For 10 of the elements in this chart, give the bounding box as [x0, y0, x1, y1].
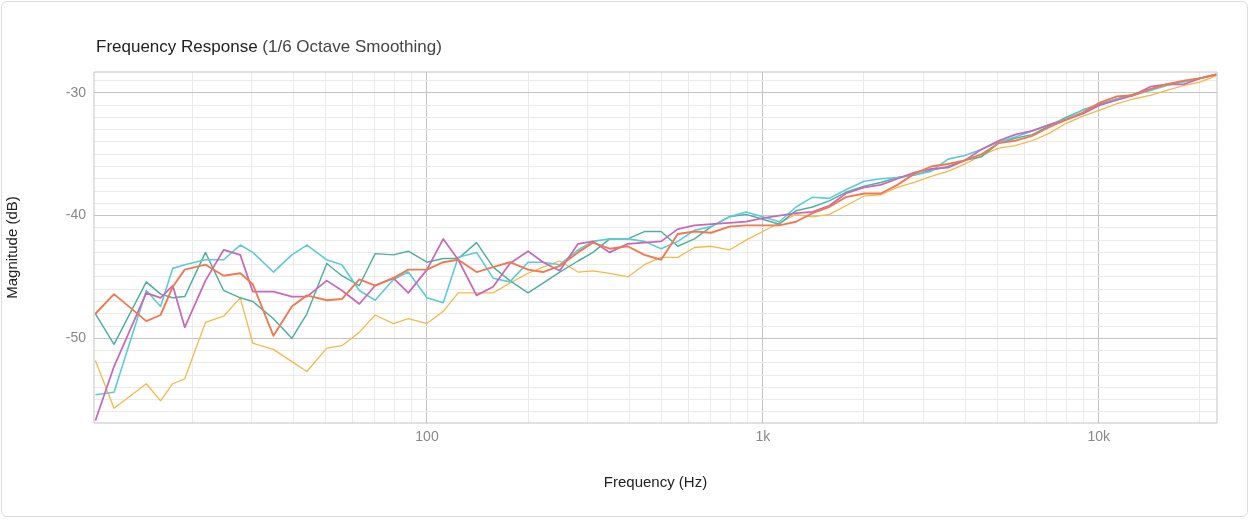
x-tick-label: 10k: [1087, 428, 1111, 445]
x-axis-title: Frequency (Hz): [603, 473, 708, 491]
chart-subtitle: (1/6 Octave Smoothing): [262, 37, 442, 56]
x-tick-label: 100: [415, 428, 439, 445]
y-tick-label: -30: [65, 83, 87, 100]
y-tick-label: -40: [65, 206, 87, 223]
y-axis-title: Magnitude (dB): [3, 196, 21, 299]
chart-title: Frequency Response: [96, 37, 258, 56]
y-tick-label: -50: [65, 329, 87, 346]
x-tick-label: 1k: [755, 428, 772, 445]
